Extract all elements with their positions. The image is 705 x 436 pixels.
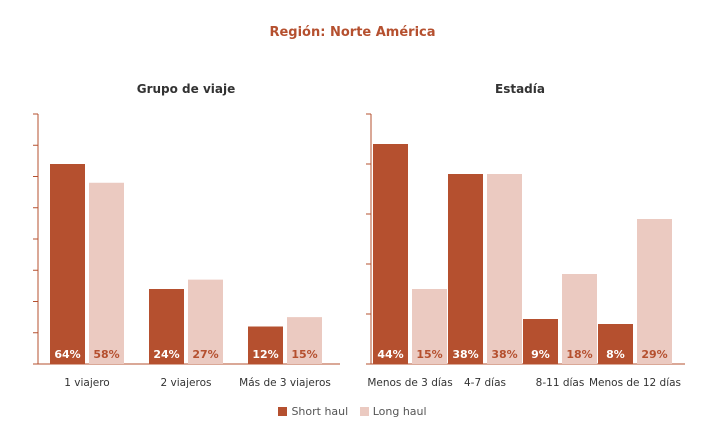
legend-item-long-haul: Long haul: [359, 405, 427, 418]
data-label-short-haul-2-viajeros: 24%: [153, 348, 179, 361]
data-label-long-haul-1-viajero: 58%: [93, 348, 119, 361]
data-label-short-haul-8-11-d-as: 9%: [531, 348, 550, 361]
legend-label-short-haul: Short haul: [291, 405, 349, 418]
bar-long-haul-4-7-d-as: [487, 174, 522, 364]
data-label-long-haul-2-viajeros: 27%: [192, 348, 218, 361]
page-title: Región: Norte América: [269, 25, 436, 40]
data-label-short-haul-4-7-d-as: 38%: [452, 348, 478, 361]
bar-short-haul-4-7-d-as: [448, 174, 483, 364]
x-tick-label-1-viajero: 1 viajero: [64, 377, 109, 389]
data-label-long-haul-8-11-d-as: 18%: [566, 348, 592, 361]
panel-title-estadia: Estadía: [495, 82, 545, 96]
legend-item-short-haul: Short haul: [278, 405, 348, 418]
data-label-short-haul-1-viajero: 64%: [54, 348, 80, 361]
data-label-short-haul-m-s-de-3-viajeros: 12%: [252, 348, 278, 361]
bar-long-haul-8-11-d-as: [562, 274, 597, 364]
data-label-long-haul-menos-de-12-d-as: 29%: [641, 348, 667, 361]
panel-title-grupo: Grupo de viaje: [137, 82, 236, 96]
x-tick-label-4-7-d-as: 4-7 días: [464, 377, 506, 389]
x-tick-label-menos-de-12-d-as: Menos de 12 días: [589, 377, 681, 389]
data-label-short-haul-menos-de-12-d-as: 8%: [606, 348, 625, 361]
bar-short-haul-menos-de-3-d-as: [373, 144, 408, 364]
x-tick-label-m-s-de-3-viajeros: Más de 3 viajeros: [239, 377, 331, 389]
x-tick-label-2-viajeros: 2 viajeros: [161, 377, 212, 389]
x-tick-label-menos-de-3-d-as: Menos de 3 días: [367, 377, 452, 389]
data-label-long-haul-m-s-de-3-viajeros: 15%: [291, 348, 317, 361]
bar-short-haul-1-viajero: [50, 164, 85, 364]
bar-long-haul-2-viajeros: [188, 279, 223, 364]
bar-short-haul-m-s-de-3-viajeros: [248, 326, 283, 364]
data-label-short-haul-menos-de-3-d-as: 44%: [377, 348, 403, 361]
bar-short-haul-8-11-d-as: [523, 319, 558, 364]
legend-label-long-haul: Long haul: [372, 405, 427, 418]
x-tick-label-8-11-d-as: 8-11 días: [536, 377, 585, 389]
data-label-long-haul-4-7-d-as: 38%: [491, 348, 517, 361]
data-label-long-haul-menos-de-3-d-as: 15%: [416, 348, 442, 361]
bar-short-haul-2-viajeros: [149, 289, 184, 364]
legend-swatch-long-haul: [359, 407, 369, 416]
bar-long-haul-m-s-de-3-viajeros: [287, 317, 322, 364]
legend-swatch-short-haul: [278, 407, 288, 416]
legend: Short haul Long haul: [0, 405, 705, 419]
bar-long-haul-1-viajero: [89, 182, 124, 364]
bar-short-haul-menos-de-12-d-as: [598, 324, 633, 364]
bar-long-haul-menos-de-3-d-as: [412, 289, 447, 364]
bar-long-haul-menos-de-12-d-as: [637, 219, 672, 364]
